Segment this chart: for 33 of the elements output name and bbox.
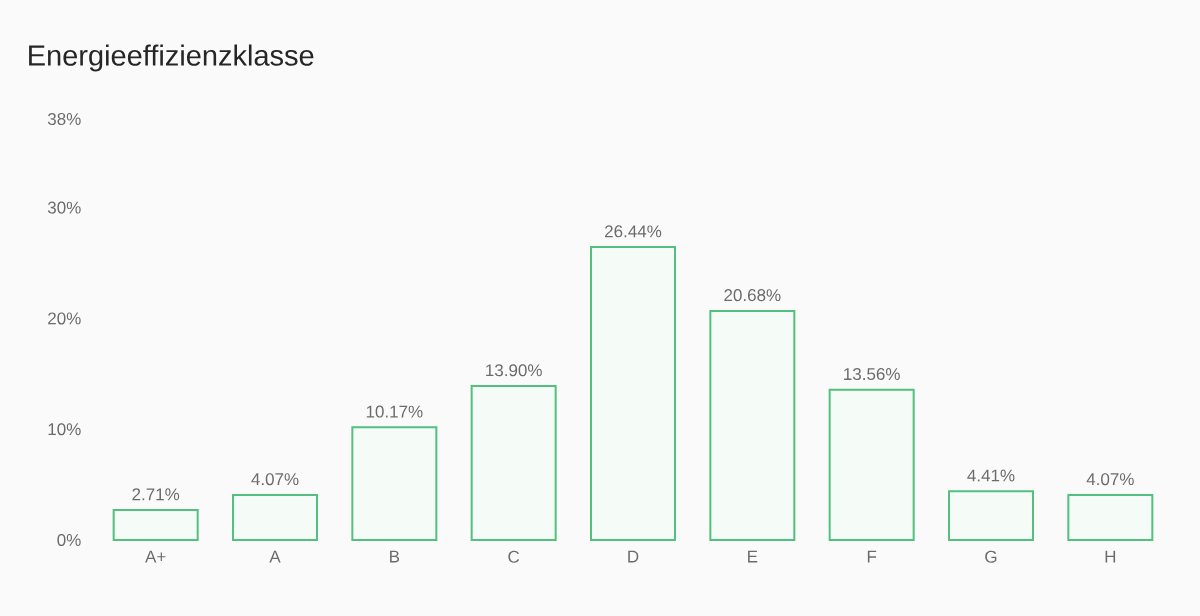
data-label: 2.71% — [132, 488, 180, 501]
y-tick-label: 20% — [48, 312, 81, 325]
bar — [112, 508, 199, 541]
bar — [948, 490, 1034, 541]
y-tick-label: 10% — [48, 423, 81, 436]
x-tick-label: A+ — [145, 550, 166, 563]
x-tick-label: G — [985, 550, 997, 563]
y-tick-label: 0% — [57, 533, 81, 546]
x-tick-label: H — [1105, 550, 1116, 563]
data-label: 13.56% — [844, 368, 900, 381]
x-tick-label: F — [867, 550, 877, 563]
bar — [709, 309, 796, 541]
chart-title: Energieeffizienzklasse — [29, 44, 314, 72]
data-label: 4.07% — [251, 473, 299, 486]
x-tick-label: A — [269, 550, 281, 563]
data-label: 10.17% — [366, 405, 423, 418]
x-tick-label: D — [628, 550, 639, 563]
bar — [470, 384, 557, 541]
y-tick-label: 30% — [47, 201, 81, 214]
y-tick-label: 38% — [47, 112, 81, 126]
data-label: 26.44% — [605, 225, 662, 238]
bar — [828, 388, 915, 541]
x-tick-label: E — [748, 550, 758, 563]
data-label: 20.68% — [724, 289, 781, 302]
data-label: 4.07% — [1086, 473, 1134, 486]
bar — [1067, 493, 1154, 541]
bar — [351, 426, 438, 541]
bar — [590, 246, 676, 541]
bar — [232, 493, 319, 541]
x-tick-label: B — [390, 550, 400, 563]
x-tick-label: C — [508, 550, 520, 563]
data-label: 13.90% — [486, 364, 542, 377]
data-label: 4.41% — [967, 469, 1015, 482]
